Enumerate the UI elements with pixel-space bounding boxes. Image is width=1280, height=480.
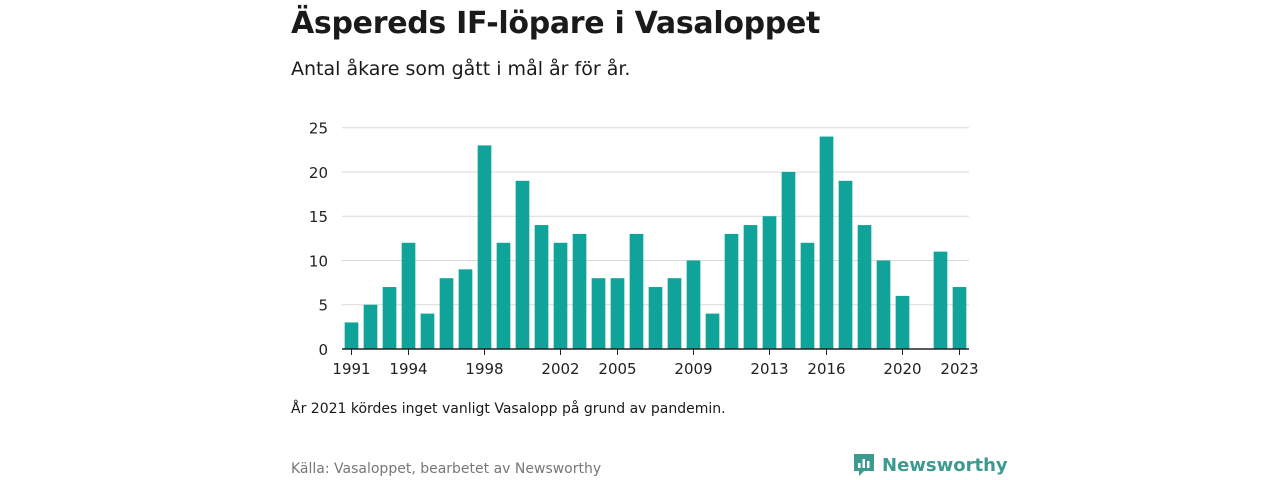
y-tick-label: 0 [318,341,328,359]
bar-2009 [686,260,701,349]
bar-1991 [344,322,359,349]
y-tick-label: 20 [309,164,328,182]
chart-title: Äspereds IF-löpare i Vasaloppet [291,6,821,41]
newsworthy-logo[interactable]: Newsworthy [852,452,1008,478]
bar-2003 [572,233,587,349]
bar-2017 [838,180,853,349]
grid-lines [342,127,969,306]
chart-subtitle: Antal åkare som gått i mål år för år. [291,58,631,80]
bar-2014 [781,171,796,349]
y-tick-label: 15 [309,208,328,226]
bar-1998 [477,145,492,349]
bar-1993 [382,287,397,349]
bar-2007 [648,287,663,349]
y-tick-label: 10 [309,252,328,270]
bar-2012 [743,225,758,349]
x-tick-label: 1991 [332,360,370,378]
bar-2020 [895,295,910,349]
bar-2013 [762,216,777,349]
bar-chart: 0 5 10 15 20 25 1991 1994 1998 2002 2005 2009 2013 20… [309,120,979,378]
bar-1995 [420,313,435,349]
y-tick-label: 5 [318,297,328,315]
x-tick-label: 1998 [465,360,503,378]
bar-2019 [876,260,891,349]
bar-2004 [591,278,606,349]
bar-2000 [515,180,530,349]
chart-note: År 2021 kördes inget vanligt Vasalopp på… [291,401,726,417]
bar-1997 [458,269,473,349]
bar-2023 [952,287,967,349]
bars [344,136,967,349]
bar-1994 [401,242,416,349]
bar-2016 [819,136,834,349]
bar-2010 [705,313,720,349]
bar-2001 [534,225,549,349]
bar-2005 [610,278,625,349]
bar-1992 [363,304,378,349]
x-tick-label: 2005 [598,360,636,378]
x-tick-label: 2023 [940,360,978,378]
x-tick-label: 2020 [883,360,921,378]
brand-name: Newsworthy [882,454,1008,476]
bar-1999 [496,242,511,349]
x-tick-label: 2009 [674,360,712,378]
x-tick-label: 2013 [750,360,788,378]
y-tick-label: 25 [309,120,328,138]
newsworthy-logo-icon [854,454,874,476]
bar-2022 [933,251,948,349]
bar-2008 [667,278,682,349]
x-tick-label: 2016 [807,360,845,378]
bar-2011 [724,233,739,349]
bar-2002 [553,242,568,349]
axes: 0 5 10 15 20 25 1991 1994 1998 2002 2005 2009 2013 20… [309,120,979,378]
bar-2006 [629,233,644,349]
x-tick-label: 2002 [541,360,579,378]
bar-2015 [800,242,815,349]
bar-2018 [857,225,872,349]
x-tick-label: 1994 [389,360,427,378]
source-text: Källa: Vasaloppet, bearbetet av Newswort… [291,461,602,477]
bar-1996 [439,278,454,349]
